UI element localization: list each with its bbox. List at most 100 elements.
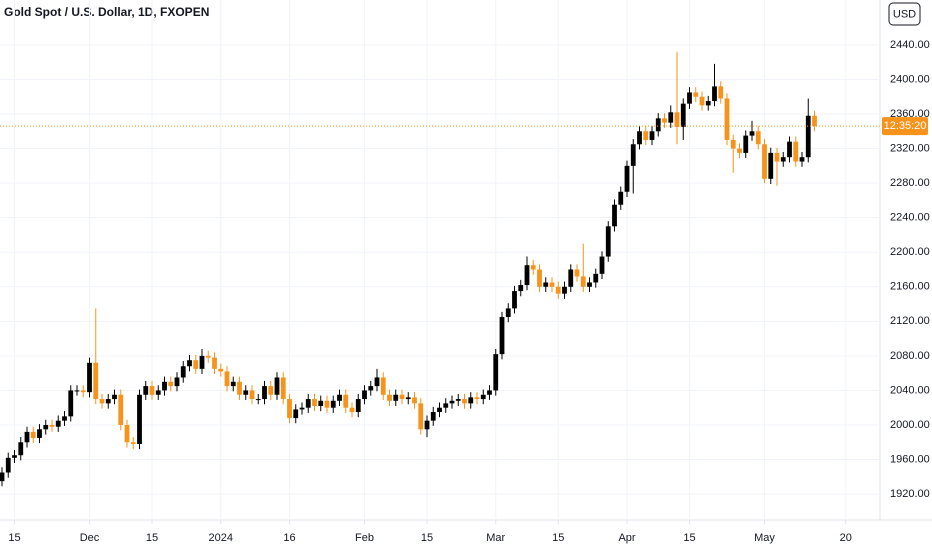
candle-body	[737, 148, 742, 153]
candle-body	[624, 165, 630, 192]
x-tick-label: Feb	[355, 532, 374, 544]
candle-body	[5, 457, 11, 473]
candle-body	[62, 416, 67, 421]
candle-body	[299, 407, 305, 410]
candle-body	[599, 256, 605, 274]
candle-body	[637, 131, 642, 145]
x-tick-label: Mar	[486, 532, 505, 544]
currency-label[interactable]: USD	[893, 8, 916, 20]
candle-body	[262, 386, 267, 400]
x-tick-label: 15	[8, 532, 20, 544]
candle-body	[24, 431, 30, 443]
candle-body	[205, 355, 211, 358]
y-tick-label: 2320.00	[890, 142, 930, 154]
candle-body	[630, 144, 636, 166]
price-label-box	[882, 117, 928, 136]
candle-body	[518, 285, 524, 292]
candle-body	[130, 442, 136, 444]
x-tick-label: 15	[146, 532, 158, 544]
candle-body	[249, 390, 255, 400]
candle-body	[324, 400, 330, 408]
candle-body	[230, 381, 236, 387]
candle-body	[805, 115, 811, 158]
grid	[0, 0, 880, 520]
candle-body	[499, 317, 505, 355]
candle-body	[643, 131, 649, 140]
candle-body	[274, 377, 280, 395]
candle-body	[49, 424, 55, 427]
candle-body	[418, 403, 424, 430]
candle-body	[762, 144, 767, 179]
candle-body	[649, 131, 655, 140]
candle-body	[680, 103, 686, 127]
candle-body	[768, 152, 774, 179]
y-tick-label: 2000.00	[890, 419, 930, 431]
candle-body	[362, 390, 367, 400]
candle-body	[487, 390, 492, 395]
candle-body	[287, 399, 292, 419]
y-tick-label: 2240.00	[890, 212, 930, 224]
candle-body	[537, 269, 542, 287]
candle-body	[143, 386, 149, 395]
candle-body	[799, 157, 805, 162]
currency-button[interactable]	[888, 2, 921, 26]
candle-body	[462, 399, 467, 404]
x-tick-label: Apr	[618, 532, 635, 544]
candle-body	[749, 131, 755, 136]
candle-body	[380, 377, 386, 395]
candle-body	[618, 191, 624, 205]
candle-body	[137, 394, 142, 444]
candle-body	[18, 442, 24, 456]
candle-body	[687, 92, 692, 104]
y-tick-label: 1920.00	[890, 488, 930, 500]
candle-body	[68, 390, 74, 417]
chart-title: Gold Spot / U.S. Dollar, 1D, FXOPEN	[4, 5, 209, 19]
candle-body	[605, 226, 611, 257]
candle-body	[12, 455, 17, 458]
candle-body	[280, 377, 286, 400]
candle-body	[0, 472, 5, 482]
candle-body	[505, 308, 511, 318]
candle-body	[468, 397, 474, 404]
x-tick-label: 15	[552, 532, 564, 544]
candle-body	[180, 366, 186, 378]
candle-body	[437, 407, 442, 413]
candle-body	[312, 399, 317, 406]
candle-body	[93, 362, 99, 400]
candle-body	[449, 400, 455, 404]
candle-body	[512, 291, 517, 309]
candle-body	[443, 403, 449, 408]
candle-body	[562, 286, 567, 294]
candle-body	[237, 381, 242, 395]
candle-body	[355, 399, 361, 413]
candle-body	[699, 96, 705, 106]
candle-body	[674, 112, 680, 127]
x-tick-label: 15	[683, 532, 695, 544]
candle-body	[430, 412, 436, 421]
candle-body	[455, 399, 461, 401]
candle-body	[424, 420, 430, 430]
candle-body	[305, 399, 311, 408]
candle-body	[493, 354, 499, 391]
y-tick-label: 2040.00	[890, 384, 930, 396]
candle-body	[612, 204, 617, 227]
candle-body	[730, 139, 736, 149]
candle-body	[399, 394, 405, 400]
candle-body	[99, 399, 105, 404]
candle-body	[474, 397, 480, 400]
candle-body	[337, 394, 342, 401]
y-tick-label: 2400.00	[890, 73, 930, 85]
candle-body	[743, 135, 749, 153]
candle-body	[662, 118, 667, 123]
candle-body	[580, 276, 586, 287]
candle-body	[87, 362, 92, 393]
y-tick-label: 2160.00	[890, 281, 930, 293]
candle-body	[368, 386, 374, 391]
candle-body	[393, 394, 399, 401]
candle-body	[812, 115, 817, 127]
x-tick-label: Dec	[80, 532, 100, 544]
price-label: 12:35:20	[884, 120, 927, 132]
x-tick-label: May	[754, 532, 775, 544]
y-tick-label: 2360.00	[890, 108, 930, 120]
